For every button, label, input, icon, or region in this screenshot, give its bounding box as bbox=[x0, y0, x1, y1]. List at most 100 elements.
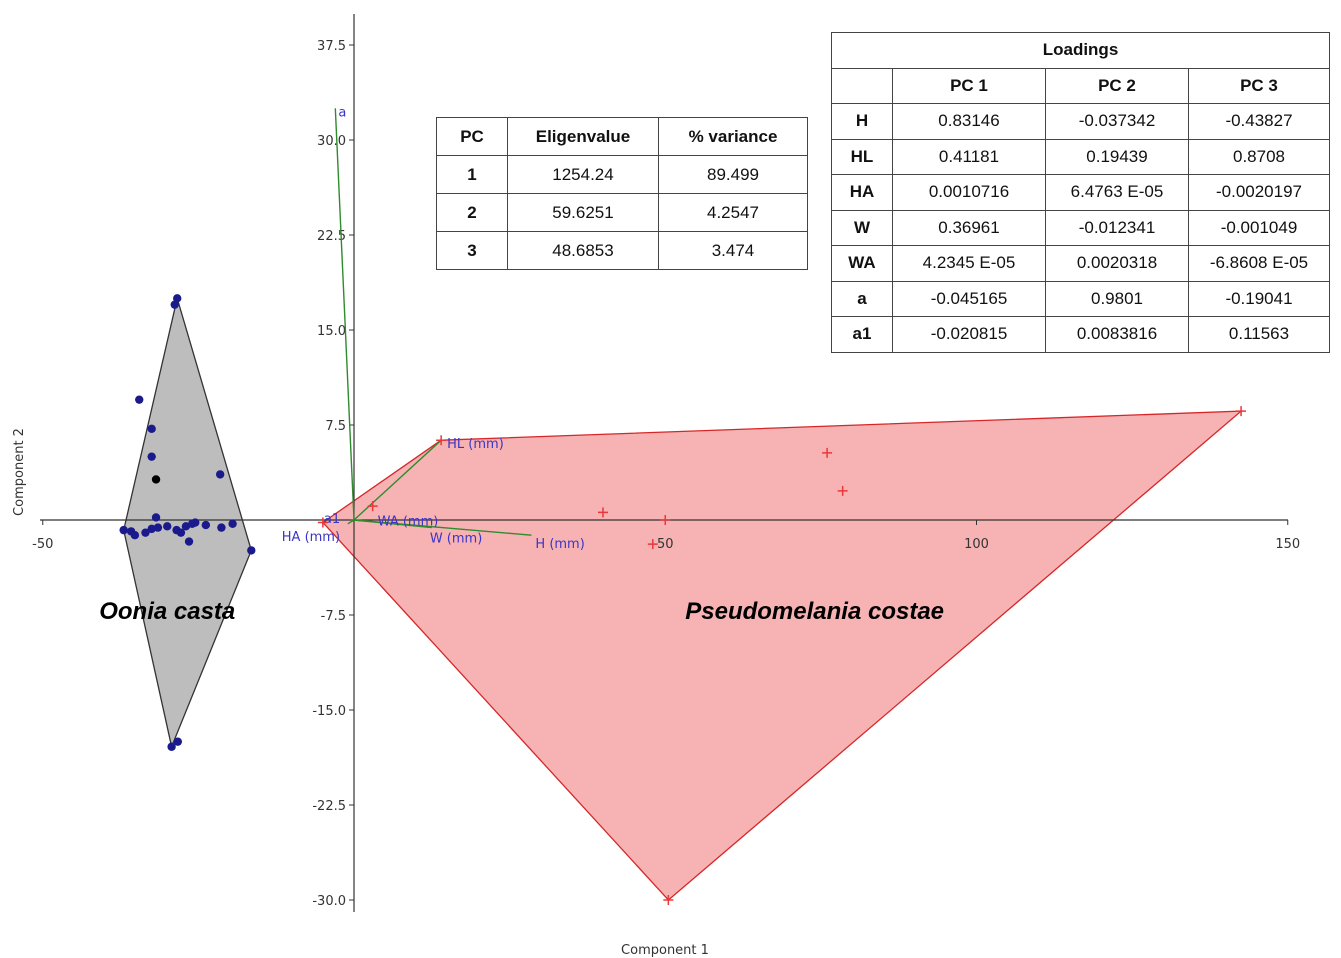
y-tick-label: -22.5 bbox=[312, 799, 346, 814]
loadings-cell: 0.0010716 bbox=[892, 174, 1046, 211]
y-axis-title: Component 2 bbox=[12, 428, 27, 516]
eigen-cell: 2 bbox=[436, 193, 508, 232]
data-point-pseudomelania bbox=[647, 539, 658, 550]
data-point-oonia bbox=[201, 520, 211, 530]
data-point-oonia bbox=[176, 528, 186, 537]
data-point-oonia bbox=[247, 546, 256, 555]
loadings-cell: -0.037342 bbox=[1045, 103, 1189, 140]
y-tick-label: 37.5 bbox=[317, 39, 346, 54]
loadings-cell: W bbox=[831, 209, 893, 246]
table-row: 3 48.6853 3.474 bbox=[436, 231, 808, 270]
data-point-oonia bbox=[153, 523, 163, 532]
loadings-cell: 0.36961 bbox=[892, 209, 1046, 246]
loadings-cell: H bbox=[831, 103, 893, 140]
loadings-header-pc3: PC 3 bbox=[1188, 67, 1330, 104]
data-point-oonia bbox=[119, 525, 128, 535]
y-tick-label: 30.0 bbox=[317, 134, 346, 149]
x-tick-label: 150 bbox=[1275, 537, 1300, 552]
loadings-cell: -0.045165 bbox=[892, 280, 1046, 317]
loadings-cell: -0.43827 bbox=[1188, 103, 1330, 140]
table-row: 2 59.6251 4.2547 bbox=[436, 193, 808, 232]
loadings-cell: 0.0020318 bbox=[1045, 245, 1189, 282]
eigen-header-eigenvalue: Eligenvalue bbox=[507, 117, 659, 156]
eigen-header-pc: PC bbox=[436, 117, 508, 156]
data-point-oonia bbox=[173, 294, 182, 303]
loadings-cell: 0.8708 bbox=[1188, 138, 1330, 175]
loadings-cell: HA bbox=[831, 174, 893, 211]
x-tick-label: 50 bbox=[657, 537, 674, 552]
loadings-cell: 0.9801 bbox=[1045, 280, 1189, 317]
biplot-vectors: a HL (mm) H (mm) W (mm) WA (mm) HA (mm) a1 bbox=[282, 105, 585, 552]
table-row: a -0.045165 0.9801 -0.19041 bbox=[831, 280, 1330, 317]
table-row: WA 4.2345 E-05 0.0020318 -6.8608 E-05 bbox=[831, 245, 1330, 282]
data-point-centroid bbox=[151, 475, 161, 484]
loadings-cell: 0.11563 bbox=[1188, 316, 1330, 353]
loadings-cell: -0.19041 bbox=[1188, 280, 1330, 317]
table-row: H 0.83146 -0.037342 -0.43827 bbox=[831, 103, 1330, 140]
loadings-header-row: PC 1 PC 2 PC 3 bbox=[831, 67, 1330, 104]
loadings-cell: HL bbox=[831, 138, 893, 175]
y-tick-label: 22.5 bbox=[317, 229, 346, 244]
chart-labels: Oonia casta Pseudomelania costae bbox=[99, 598, 944, 625]
eigenvalue-table-header-row: PC Eligenvalue % variance bbox=[436, 117, 808, 156]
data-point-oonia bbox=[215, 470, 225, 479]
loadings-cell: a1 bbox=[831, 316, 893, 353]
eigen-cell: 3 bbox=[436, 231, 508, 270]
hull-1 bbox=[321, 410, 1243, 901]
data-point-pseudomelania bbox=[837, 485, 848, 496]
data-point-oonia bbox=[130, 531, 140, 540]
table-row: HA 0.0010716 6.4763 E-05 -0.0020197 bbox=[831, 174, 1330, 211]
loadings-cell: 4.2345 E-05 bbox=[892, 245, 1046, 282]
loadings-cell: a bbox=[831, 280, 893, 317]
data-point-pseudomelania bbox=[1236, 406, 1247, 417]
data-point-oonia bbox=[135, 395, 144, 404]
y-tick-label: -15.0 bbox=[312, 704, 346, 719]
loadings-cell: 0.41181 bbox=[892, 138, 1046, 175]
data-point-oonia bbox=[163, 522, 172, 531]
data-point-oonia bbox=[191, 518, 200, 527]
data-point-oonia bbox=[167, 742, 176, 751]
x-tick-label: -50 bbox=[32, 537, 53, 552]
table-row: 1 1254.24 89.499 bbox=[436, 155, 808, 194]
group-hulls bbox=[123, 295, 1243, 901]
data-point-oonia bbox=[184, 537, 194, 546]
data-point-oonia bbox=[217, 523, 226, 532]
vector-label: HA (mm) bbox=[282, 530, 340, 545]
table-row: a1 -0.020815 0.0083816 0.11563 bbox=[831, 316, 1330, 353]
loadings-cell: 6.4763 E-05 bbox=[1045, 174, 1189, 211]
y-tick-label: 7.5 bbox=[325, 419, 346, 434]
data-point-pseudomelania bbox=[436, 435, 447, 446]
y-tick-label: -30.0 bbox=[312, 894, 346, 909]
x-tick-label: 100 bbox=[964, 537, 989, 552]
data-point-pseudomelania bbox=[660, 515, 671, 525]
eigen-cell: 3.474 bbox=[658, 231, 808, 270]
loadings-cell: -6.8608 E-05 bbox=[1188, 245, 1330, 282]
vector-label: H (mm) bbox=[535, 537, 584, 552]
y-tick-label: -7.5 bbox=[321, 609, 346, 624]
data-point-pseudomelania bbox=[317, 517, 328, 528]
y-tick-label: 15.0 bbox=[317, 324, 346, 339]
eigen-cell: 48.6853 bbox=[507, 231, 659, 270]
data-point-oonia bbox=[228, 519, 237, 529]
data-points bbox=[119, 294, 1247, 906]
loadings-header-blank bbox=[831, 67, 893, 104]
data-point-oonia bbox=[170, 300, 179, 309]
data-point-oonia bbox=[151, 513, 161, 522]
vector-label: HL (mm) bbox=[447, 437, 504, 452]
vector-label: a bbox=[338, 105, 346, 120]
loadings-header-pc2: PC 2 bbox=[1045, 67, 1189, 104]
vector-wa bbox=[353, 519, 373, 522]
loadings-cell: -0.001049 bbox=[1188, 209, 1330, 246]
loadings-cell: -0.012341 bbox=[1045, 209, 1189, 246]
loadings-cell: WA bbox=[831, 245, 893, 282]
vector-label: a1 bbox=[324, 512, 340, 527]
eigen-cell: 1254.24 bbox=[507, 155, 659, 194]
loadings-title-row: Loadings bbox=[831, 32, 1330, 69]
table-row: HL 0.41181 0.19439 0.8708 bbox=[831, 138, 1330, 175]
loadings-cell: -0.020815 bbox=[892, 316, 1046, 353]
vector-a bbox=[334, 108, 355, 521]
eigen-cell: 89.499 bbox=[658, 155, 808, 194]
eigen-cell: 1 bbox=[436, 155, 508, 194]
x-axis-title: Component 1 bbox=[621, 943, 709, 958]
